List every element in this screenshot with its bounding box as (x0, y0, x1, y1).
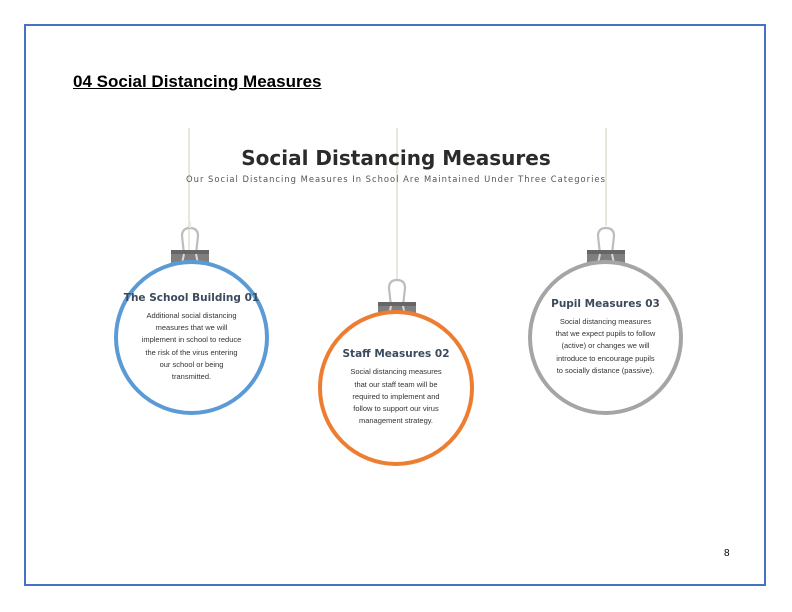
section-heading: 04 Social Distancing Measures (73, 72, 322, 91)
string-middle (396, 128, 398, 280)
ornament-title: Staff Measures 02 (342, 348, 450, 361)
main-title: Social Distancing Measures (241, 146, 551, 170)
ornament-body: Additional social distancing measures th… (141, 310, 242, 381)
ornament-staff-measures: Staff Measures 02 Social distancing meas… (318, 310, 474, 466)
ornament-body: Social distancing measures that we expec… (555, 316, 656, 375)
page-border (24, 24, 766, 586)
subtitle: Our Social Distancing Measures In School… (186, 174, 606, 184)
string-left (188, 128, 190, 250)
ornament-title: Pupil Measures 03 (551, 297, 660, 310)
ornament-title: The School Building 01 (123, 291, 260, 304)
string-right (605, 128, 607, 226)
page-number: 8 (724, 548, 730, 559)
ornament-body: Social distancing measures that our staf… (350, 367, 442, 426)
ornament-school-building: The School Building 01 Additional social… (114, 260, 269, 415)
ornament-pupil-measures: Pupil Measures 03 Social distancing meas… (528, 260, 683, 415)
